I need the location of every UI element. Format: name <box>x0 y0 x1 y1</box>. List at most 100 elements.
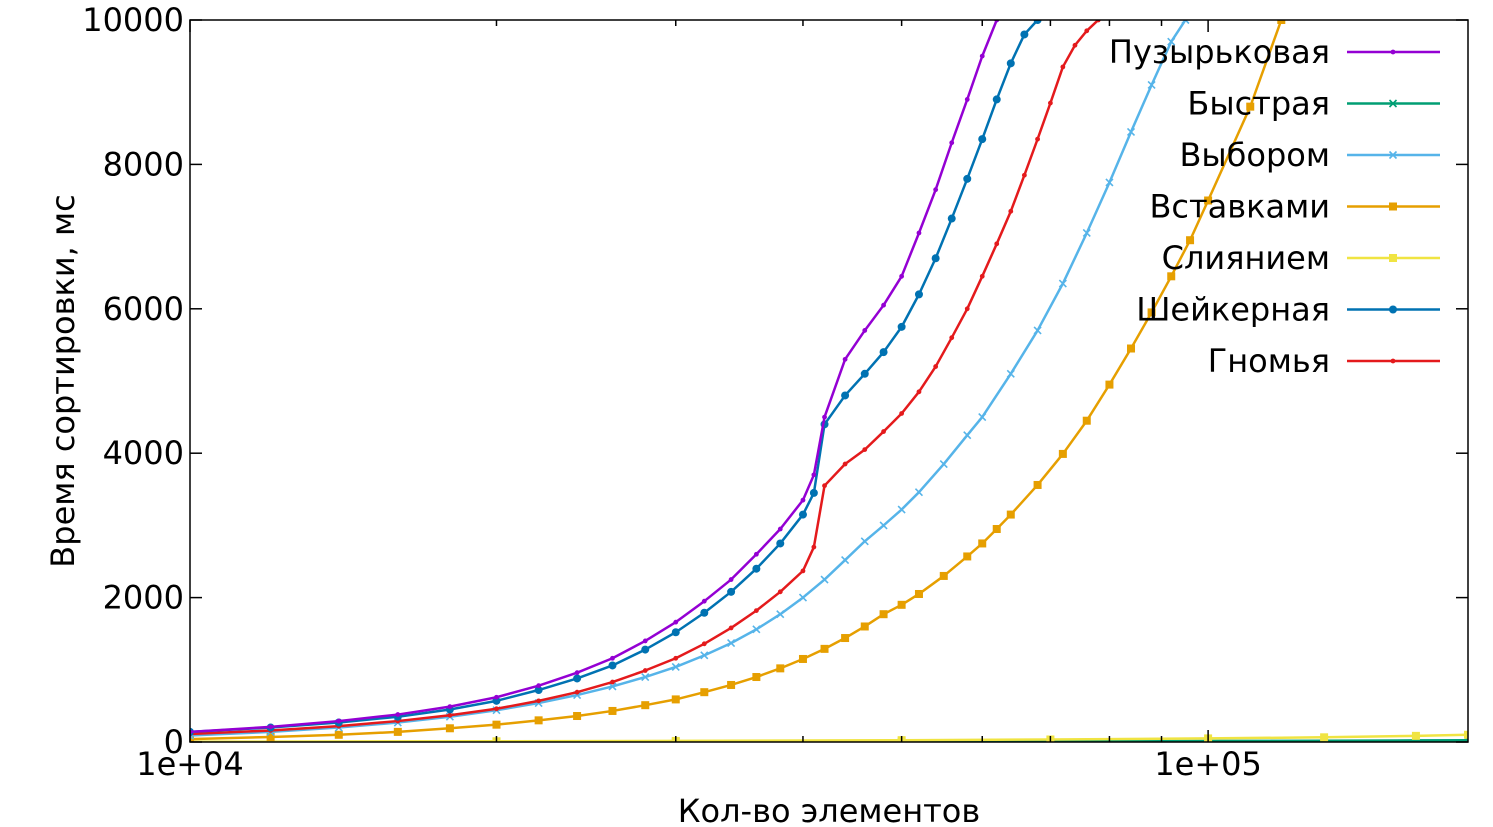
data-point <box>534 686 543 695</box>
legend: Пузырьковая Быстрая Выбором Вставками Слияни… <box>1109 33 1440 380</box>
data-point <box>860 369 869 378</box>
series-line <box>190 20 1039 734</box>
data-point <box>841 555 850 565</box>
data-point <box>860 537 869 546</box>
data-point <box>1021 172 1027 178</box>
series-6 <box>190 20 1042 736</box>
data-point <box>266 732 275 741</box>
data-point <box>964 306 970 312</box>
data-point <box>671 695 680 704</box>
legend-label: Слиянием <box>1162 239 1330 277</box>
x-axis-title: Кол-во элементов <box>678 792 980 827</box>
data-point <box>608 706 617 715</box>
data-point <box>1072 42 1078 48</box>
data-point <box>610 679 615 685</box>
data-point <box>445 724 454 733</box>
data-point <box>673 655 679 661</box>
data-point <box>573 674 582 683</box>
series-7 <box>190 20 1101 737</box>
data-point <box>964 97 970 102</box>
data-point <box>395 712 401 717</box>
data-point <box>979 53 985 59</box>
data-point <box>1246 102 1255 111</box>
data-point <box>673 619 679 625</box>
data-point <box>862 328 868 333</box>
data-point <box>642 638 648 644</box>
data-point <box>1147 308 1156 317</box>
data-point <box>1058 449 1067 458</box>
series-4 <box>190 20 1286 742</box>
data-point <box>933 364 939 369</box>
data-point <box>641 701 650 710</box>
x-tick-label: 1e+04 <box>136 745 244 783</box>
data-point <box>842 461 848 467</box>
data-point <box>842 356 848 362</box>
data-point <box>1320 733 1329 742</box>
data-point <box>879 610 888 619</box>
data-point <box>776 610 785 619</box>
data-point <box>949 140 955 146</box>
data-point <box>671 662 680 671</box>
legend-label: Шейкерная <box>1136 291 1330 329</box>
legend-label: Выбором <box>1179 136 1330 174</box>
data-point <box>860 622 869 631</box>
data-point <box>1105 178 1114 187</box>
data-point <box>809 488 818 497</box>
y-tick-label: 8000 <box>103 145 184 183</box>
data-point <box>800 497 806 503</box>
ticks-layer: 0 2000 4000 6000 8000 10000 1e+04 1e+05 <box>82 1 1468 783</box>
data-point <box>753 608 759 613</box>
data-point <box>811 544 817 550</box>
data-point <box>701 641 707 647</box>
data-point <box>994 241 1000 247</box>
data-point <box>916 230 922 236</box>
legend-label: Вставками <box>1149 188 1330 226</box>
data-point <box>914 589 923 598</box>
x-tick-label: 1e+05 <box>1154 745 1262 783</box>
data-point <box>700 651 709 660</box>
data-point <box>574 670 580 676</box>
data-point <box>914 290 923 299</box>
legend-swatch-marker <box>1390 358 1396 364</box>
series-layer <box>190 20 1468 742</box>
data-point <box>978 413 987 422</box>
data-point <box>494 694 499 700</box>
y-tick-label: 0 <box>164 723 184 761</box>
y-tick-label: 2000 <box>103 579 184 617</box>
data-point <box>881 302 886 308</box>
data-point <box>811 472 817 478</box>
legend-swatch-marker <box>1388 99 1398 108</box>
data-point <box>798 593 808 602</box>
data-point <box>727 680 736 689</box>
data-point <box>820 575 829 584</box>
data-point <box>447 704 453 710</box>
data-point <box>841 391 850 400</box>
series-1 <box>190 20 1000 735</box>
data-point <box>1167 37 1176 46</box>
data-point <box>897 322 906 331</box>
legend-swatch-marker <box>1389 305 1397 314</box>
series-line <box>190 20 1187 737</box>
data-point <box>753 551 759 557</box>
data-point <box>574 689 580 695</box>
data-point <box>947 214 956 223</box>
data-point <box>1082 228 1091 238</box>
data-point <box>1008 208 1014 214</box>
legend-label: Гномья <box>1208 342 1330 380</box>
data-point <box>822 483 827 489</box>
data-point <box>979 273 985 279</box>
legend-label: Пузырьковая <box>1109 33 1330 71</box>
data-point <box>752 625 761 634</box>
data-point <box>1186 236 1195 245</box>
data-point <box>914 488 924 497</box>
data-point <box>798 510 807 519</box>
series-3 <box>190 20 1190 740</box>
data-point <box>1084 28 1090 34</box>
data-point <box>393 727 402 736</box>
data-point <box>536 698 542 704</box>
data-point <box>879 521 888 530</box>
data-point <box>727 639 736 648</box>
data-point <box>949 335 955 341</box>
data-point <box>881 429 886 434</box>
data-point <box>447 712 453 718</box>
